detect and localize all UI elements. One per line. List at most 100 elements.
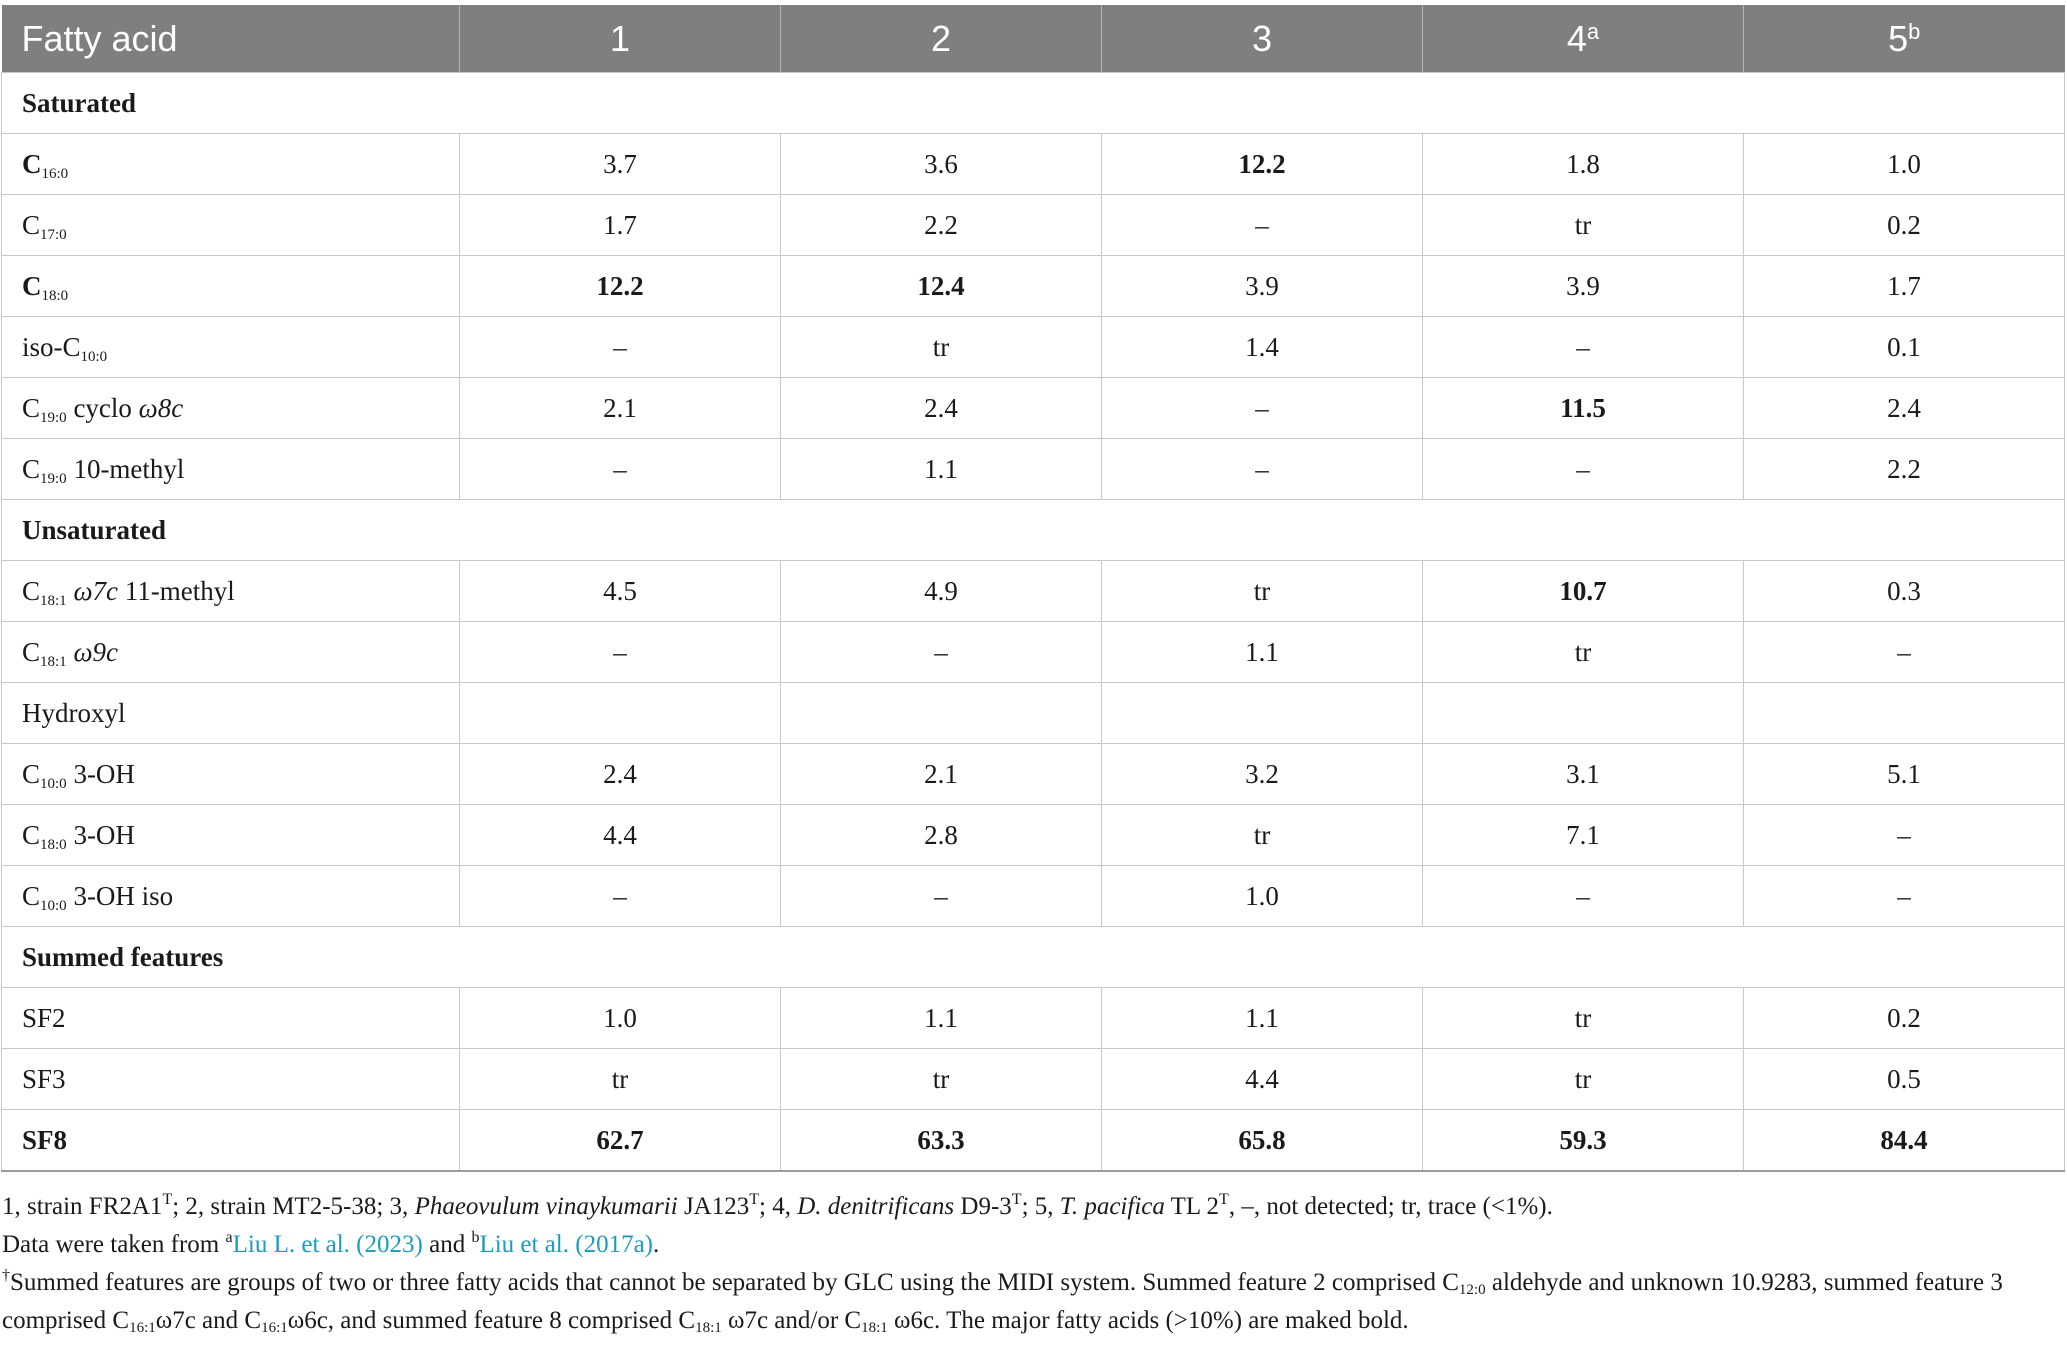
value-cell-col-2: 1.1 xyxy=(780,987,1102,1049)
fatty-acid-name: C19:0 10-methyl xyxy=(1,438,460,500)
table-row: C18:1 ω9c – –1.1 tr – xyxy=(1,621,2065,683)
value-cell-col-1: – xyxy=(459,865,781,927)
fatty-acid-name: C16:0 xyxy=(1,133,460,195)
value-cell-col-1 xyxy=(459,682,781,744)
table-container: Fatty acid 1 2 3 4a 5b Saturated C16:0 3.7… xyxy=(1,5,2065,1172)
value-cell-col-4: – xyxy=(1422,865,1744,927)
value-cell-col-4: – xyxy=(1422,438,1744,500)
value-cell-col-4: tr xyxy=(1422,194,1744,256)
value-cell-col-3: – xyxy=(1101,438,1423,500)
value-cell-col-5: 2.4 xyxy=(1743,377,2065,439)
section-heading: Unsaturated xyxy=(1,499,2065,561)
header-col-3: 3 xyxy=(1101,5,1423,73)
value-cell-col-2: 4.9 xyxy=(780,560,1102,622)
value-cell-col-3: 1.1 xyxy=(1101,621,1423,683)
header-col-1: 1 xyxy=(459,5,781,73)
fatty-acid-name: C18:0 3-OH xyxy=(1,804,460,866)
value-cell-col-2: – xyxy=(780,865,1102,927)
fatty-acid-name: SF8 xyxy=(1,1109,460,1172)
value-cell-col-2: 2.8 xyxy=(780,804,1102,866)
value-cell-col-5: 0.5 xyxy=(1743,1048,2065,1110)
fatty-acid-name: iso-C10:0 xyxy=(1,316,460,378)
table-row: iso-C10:0– tr 1.4–0.1 xyxy=(1,316,2065,378)
value-cell-col-1: 4.4 xyxy=(459,804,781,866)
value-cell-col-5: 1.0 xyxy=(1743,133,2065,195)
value-cell-col-1: 4.5 xyxy=(459,560,781,622)
header-col-4: 4a xyxy=(1422,5,1744,73)
fatty-acid-name: C17:0 xyxy=(1,194,460,256)
value-cell-col-1: – xyxy=(459,438,781,500)
value-cell-col-5: 1.7 xyxy=(1743,255,2065,317)
value-cell-col-1: – xyxy=(459,621,781,683)
value-cell-col-5: – xyxy=(1743,865,2065,927)
table-row: C16:0 3.7 3.6 12.2 1.8 1.0 xyxy=(1,133,2065,195)
value-cell-col-5: 5.1 xyxy=(1743,743,2065,805)
value-cell-col-2: 2.2 xyxy=(780,194,1102,256)
value-cell-col-4: 59.3 xyxy=(1422,1109,1744,1172)
value-cell-col-5 xyxy=(1743,682,2065,744)
header-col-5: 5b xyxy=(1743,5,2065,73)
table-row: C18:0 3-OH 4.4 2.8 tr 7.1– xyxy=(1,804,2065,866)
value-cell-col-5: – xyxy=(1743,621,2065,683)
value-cell-col-2: 2.1 xyxy=(780,743,1102,805)
table-row: C18:1 ω7c 11-methyl 4.5 4.9 tr 10.7 0.3 xyxy=(1,560,2065,622)
value-cell-col-3: 1.4 xyxy=(1101,316,1423,378)
value-cell-col-4: tr xyxy=(1422,1048,1744,1110)
value-cell-col-3: – xyxy=(1101,377,1423,439)
header-fatty-acid: Fatty acid xyxy=(1,5,460,73)
footnote-summed-features: †Summed features are groups of two or th… xyxy=(2,1267,2003,1336)
value-cell-col-4: 1.8 xyxy=(1422,133,1744,195)
value-cell-col-4 xyxy=(1422,682,1744,744)
value-cell-col-4: 7.1 xyxy=(1422,804,1744,866)
value-cell-col-4: 3.1 xyxy=(1422,743,1744,805)
value-cell-col-1: 3.7 xyxy=(459,133,781,195)
value-cell-col-2: 12.4 xyxy=(780,255,1102,317)
value-cell-col-4: – xyxy=(1422,316,1744,378)
fatty-acid-name: C19:0 cyclo ω8c xyxy=(1,377,460,439)
value-cell-col-3: 3.9 xyxy=(1101,255,1423,317)
header-col-2: 2 xyxy=(780,5,1102,73)
value-cell-col-1: 1.7 xyxy=(459,194,781,256)
value-cell-col-4: tr xyxy=(1422,621,1744,683)
value-cell-col-3: tr xyxy=(1101,804,1423,866)
value-cell-col-3: 65.8 xyxy=(1101,1109,1423,1172)
value-cell-col-2 xyxy=(780,682,1102,744)
value-cell-col-1: 2.1 xyxy=(459,377,781,439)
table-row: SF3 tr tr 4.4 tr 0.5 xyxy=(1,1048,2065,1110)
section-row: Summed features xyxy=(1,926,2065,988)
value-cell-col-5: – xyxy=(1743,804,2065,866)
table-row: C10:0 3-OH 2.4 2.1 3.2 3.1 5.1 xyxy=(1,743,2065,805)
fatty-acid-name: SF3 xyxy=(1,1048,460,1110)
value-cell-col-2: – xyxy=(780,621,1102,683)
value-cell-col-4: 10.7 xyxy=(1422,560,1744,622)
fatty-acid-table: Fatty acid 1 2 3 4a 5b Saturated C16:0 3.7… xyxy=(1,5,2065,1172)
value-cell-col-2: tr xyxy=(780,1048,1102,1110)
footnote-legend: 1, strain FR2A1T; 2, strain MT2-5-38; 3,… xyxy=(2,1191,1553,1221)
value-cell-col-3: 4.4 xyxy=(1101,1048,1423,1110)
header-col-5-label: 5 xyxy=(1888,17,1909,59)
table-row: C19:0 10-methyl –1.1– –2.2 xyxy=(1,438,2065,500)
fatty-acid-name: Hydroxyl xyxy=(1,682,460,744)
value-cell-col-3: – xyxy=(1101,194,1423,256)
value-cell-col-5: 0.2 xyxy=(1743,194,2065,256)
value-cell-col-1: 2.4 xyxy=(459,743,781,805)
value-cell-col-2: 63.3 xyxy=(780,1109,1102,1172)
section-row: Saturated xyxy=(1,72,2065,134)
reference-link-liu-2017a[interactable]: Liu et al. (2017a) xyxy=(479,1231,654,1258)
value-cell-col-1: – xyxy=(459,316,781,378)
table-body: Saturated C16:0 3.7 3.6 12.2 1.8 1.0 C17:0 1.7 2.… xyxy=(1,72,2065,1172)
value-cell-col-5: 84.4 xyxy=(1743,1109,2065,1172)
header-col-4-label: 4 xyxy=(1566,17,1587,59)
value-cell-col-5: 2.2 xyxy=(1743,438,2065,500)
fatty-acid-name: C18:1 ω9c xyxy=(1,621,460,683)
value-cell-col-3: tr xyxy=(1101,560,1423,622)
table-row: C19:0 cyclo ω8c 2.1 2.4–11.5 2.4 xyxy=(1,377,2065,439)
value-cell-col-2: tr xyxy=(780,316,1102,378)
fatty-acid-name: C10:0 3-OH iso xyxy=(1,865,460,927)
reference-link-liu-2023[interactable]: Liu L. et al. (2023) xyxy=(232,1231,423,1258)
table-row: C18:0 12.2 12.4 3.9 3.9 1.7 xyxy=(1,255,2065,317)
value-cell-col-5: 0.1 xyxy=(1743,316,2065,378)
footnote-data-source: Data were taken from aLiu L. et al. (202… xyxy=(2,1229,660,1259)
table-row: Hydroxyl xyxy=(1,682,2065,744)
value-cell-col-2: 1.1 xyxy=(780,438,1102,500)
